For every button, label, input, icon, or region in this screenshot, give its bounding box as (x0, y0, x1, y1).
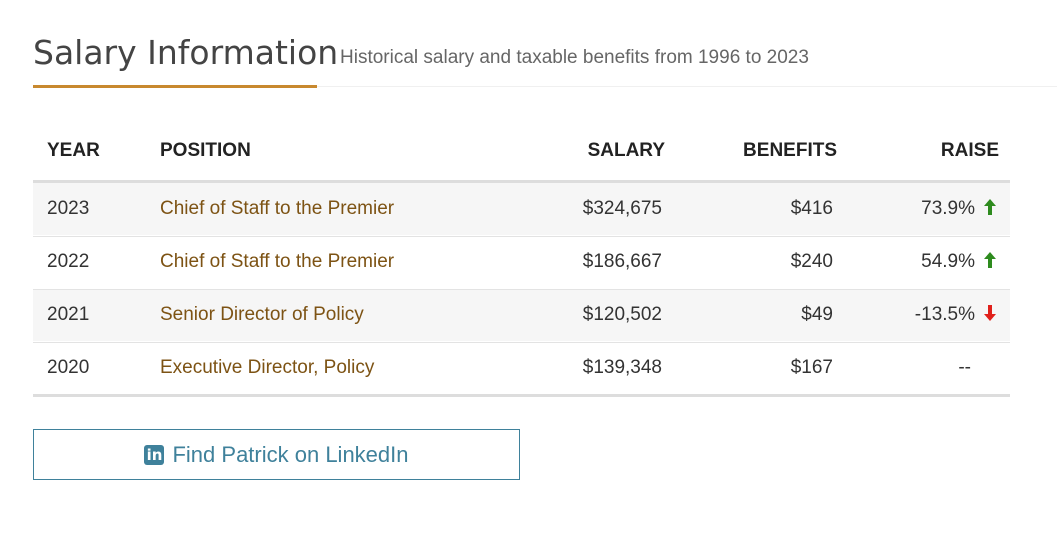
column-header: RAISE (940, 140, 999, 161)
salary-cell-text: $139,348 (582, 357, 662, 378)
position-cell-text: Senior Director of Policy (160, 304, 364, 325)
benefits-cell: $416 (791, 198, 833, 220)
linkedin-button[interactable]: in Find Patrick on LinkedIn (33, 429, 520, 480)
position-cell-text: Chief of Staff to the Premier (160, 198, 395, 219)
arrow-shape (984, 199, 996, 215)
row-border (33, 342, 1010, 343)
table-bottom-border (33, 394, 1010, 397)
arrow-shape (984, 252, 996, 268)
raise-cell-text: -13.5% (914, 304, 975, 325)
salary-cell-text: $324,675 (582, 198, 662, 219)
row-background (33, 183, 1010, 235)
arrow-shape (984, 305, 996, 321)
salary-cell-text: $120,502 (582, 304, 662, 325)
button-label: Find Patrick on LinkedIn (172, 441, 409, 467)
benefits-cell-text: $49 (801, 304, 833, 325)
subtitle: Historical salary and taxable benefits f… (340, 47, 809, 68)
year-cell-text: 2022 (47, 251, 90, 272)
benefits-cell: $240 (791, 251, 833, 273)
year-cell-text: 2020 (47, 357, 90, 378)
position-cell: Senior Director of Policy (160, 304, 364, 326)
salary-cell-text: $186,667 (582, 251, 662, 272)
header-rule (317, 86, 1057, 87)
year-cell: 2020 (47, 357, 89, 379)
row-border (33, 289, 1010, 290)
column-header: YEAR (47, 140, 100, 161)
year-cell-text: 2023 (47, 198, 90, 219)
linkedin-icon: in (144, 444, 165, 465)
benefits-cell: $49 (801, 304, 833, 326)
year-cell: 2021 (47, 304, 89, 326)
column-header: POSITION (160, 140, 251, 161)
year-cell: 2023 (47, 198, 89, 220)
row-background (33, 289, 1010, 341)
year-cell: 2022 (47, 251, 89, 273)
raise-cell-text: 54.9% (921, 251, 975, 272)
raise-cell: 54.9% (921, 251, 997, 273)
benefits-cell: $167 (791, 357, 833, 379)
row-border (33, 236, 1010, 237)
arrow-up (984, 199, 996, 215)
arrow-up (984, 252, 996, 268)
raise-cell: 73.9% (921, 198, 997, 220)
benefits-cell-text: $416 (790, 198, 833, 219)
raise-cell-text: 73.9% (921, 198, 975, 219)
header-border (33, 180, 1010, 183)
year-cell-text: 2021 (47, 304, 90, 325)
position-cell: Chief of Staff to the Premier (160, 251, 394, 273)
salary-cell: $324,675 (583, 198, 662, 220)
position-cell-text: Executive Director, Policy (160, 357, 375, 378)
raise-cell-text: -- (958, 357, 971, 378)
column-header: SALARY (587, 140, 665, 161)
salary-cell: $120,502 (583, 304, 662, 326)
raise-cell: -13.5% (915, 304, 997, 326)
benefits-cell-text: $167 (790, 357, 833, 378)
position-cell: Executive Director, Policy (160, 357, 374, 379)
title-underline (33, 85, 317, 88)
salary-cell: $186,667 (583, 251, 662, 273)
position-cell-text: Chief of Staff to the Premier (160, 251, 395, 272)
benefits-cell-text: $240 (790, 251, 833, 272)
salary-cell: $139,348 (583, 357, 662, 379)
position-cell: Chief of Staff to the Premier (160, 198, 394, 220)
column-header: BENEFITS (743, 140, 837, 161)
title: Salary Information (33, 33, 339, 72)
arrow-down (984, 305, 996, 321)
raise-cell: -- (958, 357, 971, 379)
